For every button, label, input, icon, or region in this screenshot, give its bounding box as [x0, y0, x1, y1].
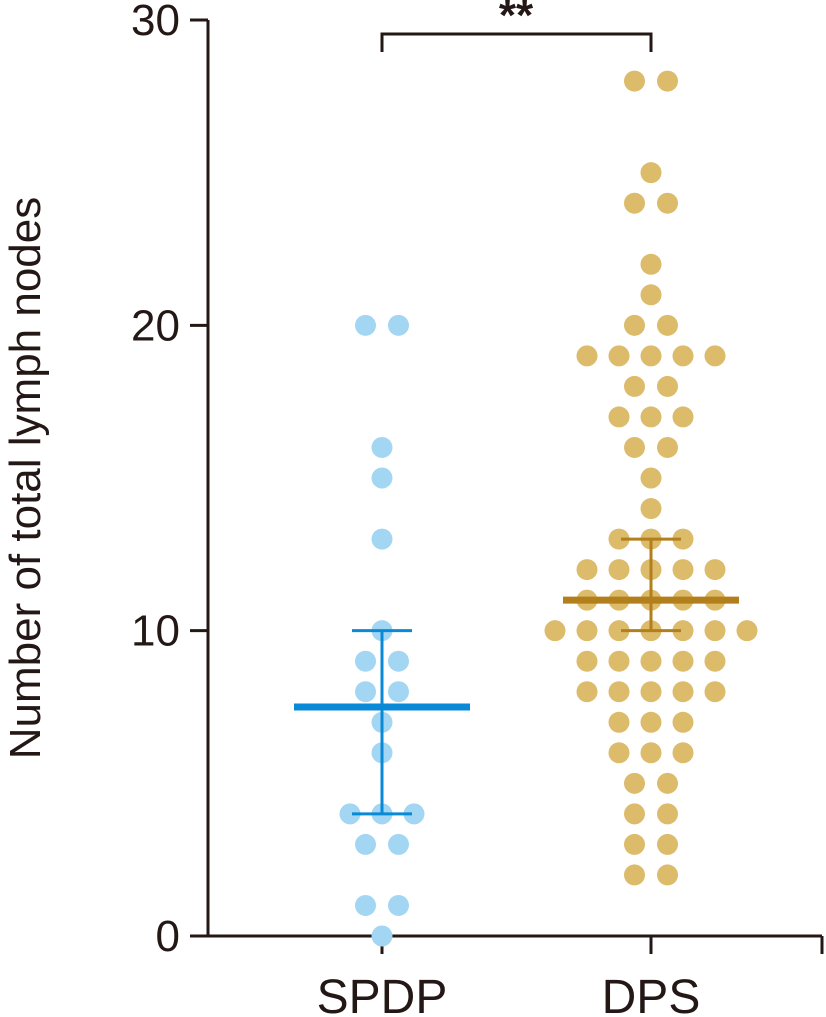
data-point — [657, 436, 678, 458]
summary-bars — [294, 537, 739, 816]
data-point — [672, 406, 694, 428]
data-point — [657, 314, 678, 336]
data-point — [657, 833, 678, 855]
data-point — [704, 650, 726, 672]
data-point — [371, 925, 393, 947]
data-point — [576, 345, 598, 367]
data-point — [704, 681, 726, 703]
data-point — [672, 681, 694, 703]
data-point — [624, 375, 645, 397]
data-point — [624, 314, 645, 336]
data-point — [624, 803, 645, 825]
data-point — [608, 681, 630, 703]
data-point — [576, 559, 598, 581]
data-point — [371, 467, 393, 489]
data-point — [640, 498, 662, 520]
data-point — [608, 742, 630, 764]
data-point — [640, 742, 662, 764]
data-point — [640, 467, 662, 489]
data-point — [388, 681, 409, 703]
data-point — [624, 833, 645, 855]
data-point — [704, 559, 726, 581]
data-point — [608, 345, 630, 367]
data-point — [624, 192, 645, 214]
data-point — [355, 650, 376, 672]
data-point — [624, 864, 645, 886]
data-point — [355, 894, 376, 916]
data-point — [704, 620, 726, 642]
significance-label: ** — [499, 0, 534, 40]
data-point — [640, 345, 662, 367]
data-point — [704, 345, 726, 367]
x-categories: SPDP DPS — [317, 936, 824, 1017]
data-point — [640, 253, 662, 275]
data-point — [624, 70, 645, 92]
x-category-label: SPDP — [317, 971, 448, 1017]
data-point — [736, 620, 758, 642]
data-point — [672, 620, 694, 642]
data-point — [657, 772, 678, 794]
data-point — [672, 559, 694, 581]
data-point — [640, 406, 662, 428]
data-point — [403, 803, 425, 825]
data-point — [608, 620, 630, 642]
data-point — [672, 742, 694, 764]
data-point — [657, 70, 678, 92]
x-category-label: DPS — [602, 971, 701, 1017]
data-point — [657, 803, 678, 825]
data-point — [576, 620, 598, 642]
y-axis-title: Number of total lymph nodes — [1, 197, 50, 760]
data-point — [388, 650, 409, 672]
data-point — [371, 436, 393, 458]
data-point — [608, 406, 630, 428]
data-point — [657, 864, 678, 886]
y-tick-label: 30 — [131, 0, 180, 45]
data-point — [388, 833, 409, 855]
data-point — [640, 650, 662, 672]
data-point — [624, 436, 645, 458]
data-point — [657, 192, 678, 214]
data-point — [608, 528, 630, 550]
significance-bracket — [380, 32, 653, 52]
data-point — [657, 375, 678, 397]
data-point — [640, 284, 662, 306]
y-ticks: 0 10 20 30 — [131, 0, 208, 961]
data-point — [608, 559, 630, 581]
data-point — [339, 803, 361, 825]
data-point — [672, 711, 694, 733]
data-point — [672, 528, 694, 550]
data-point — [355, 314, 376, 336]
data-point — [371, 528, 393, 550]
data-point — [576, 650, 598, 672]
data-point — [640, 162, 662, 184]
data-point — [544, 620, 566, 642]
data-point — [388, 894, 409, 916]
data-point — [640, 681, 662, 703]
data-point — [672, 650, 694, 672]
y-tick-label: 10 — [131, 607, 180, 656]
data-point — [608, 711, 630, 733]
data-point — [672, 345, 694, 367]
data-point — [355, 833, 376, 855]
data-point — [355, 681, 376, 703]
data-point — [640, 711, 662, 733]
data-point — [388, 314, 409, 336]
data-points — [339, 70, 758, 947]
y-tick-label: 20 — [131, 301, 180, 350]
data-point — [624, 772, 645, 794]
data-point — [608, 650, 630, 672]
y-tick-label: 0 — [156, 912, 180, 961]
data-point — [576, 681, 598, 703]
